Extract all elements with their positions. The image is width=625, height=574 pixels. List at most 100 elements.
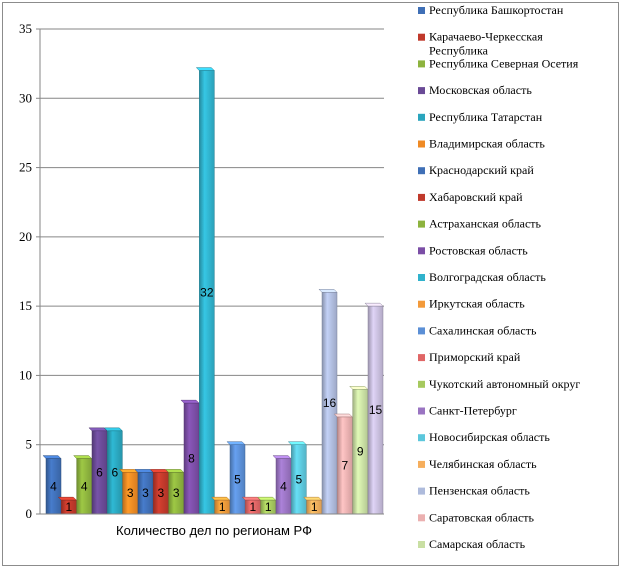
data-label: 15 (369, 403, 383, 417)
legend-item: Волгоградская область (418, 270, 546, 284)
legend: Республика Башкортостан Карачаево-Черкесс… (418, 3, 580, 551)
bar-top (180, 399, 200, 404)
legend-label: Республика (429, 44, 489, 58)
legend-label: Саратовская область (429, 510, 535, 524)
bar-group: 4 (42, 455, 62, 515)
legend-item: Иркутская область (418, 297, 525, 311)
data-label: 5 (234, 472, 241, 486)
bar-top (349, 386, 369, 390)
legend-item: Хабаровский край (418, 190, 523, 204)
y-tick-label: 25 (19, 160, 32, 175)
legend-item: Владимирская область (418, 137, 545, 151)
legend-item: Ростовская область (418, 243, 528, 257)
data-label: 3 (157, 486, 164, 500)
y-tick-label: 20 (19, 229, 32, 244)
bar-group: 15 (364, 302, 384, 515)
legend-swatch (418, 354, 425, 362)
data-label: 3 (173, 486, 180, 500)
data-label: 4 (50, 479, 57, 493)
legend-item: Краснодарский край (418, 163, 534, 177)
bar-top (119, 469, 139, 473)
legend-label: Республика Северная Осетия (429, 56, 579, 70)
bar-group: 3 (149, 469, 169, 515)
bar-top (318, 289, 338, 293)
legend-swatch (418, 274, 425, 281)
data-label: 3 (127, 486, 134, 500)
data-label: 5 (295, 472, 302, 486)
data-label: 1 (311, 500, 318, 514)
bar-top (88, 427, 108, 432)
legend-swatch (418, 300, 425, 308)
legend-label: Иркутская область (429, 297, 525, 311)
bar-top (226, 441, 246, 445)
legend-swatch (418, 541, 425, 548)
legend-item: Саратовская область (418, 510, 535, 524)
legend-swatch (418, 434, 425, 442)
legend-label: Сахалинская область (429, 323, 537, 337)
legend-swatch (418, 167, 425, 175)
legend-item: Приморский край (418, 350, 521, 364)
bar-top (103, 427, 123, 432)
bar-group: 1 (303, 496, 323, 515)
legend-label: Санкт-Петербург (429, 404, 517, 418)
legend-swatch (418, 33, 425, 41)
bar-group: 8 (180, 399, 200, 515)
bar-group: 1 (57, 496, 77, 515)
data-label: 1 (249, 500, 256, 514)
legend-label: Ростовская область (429, 243, 528, 257)
bar-group: 4 (73, 455, 93, 515)
bar-top (42, 455, 62, 459)
legend-swatch (418, 327, 425, 335)
legend-swatch (418, 140, 425, 148)
bar-group: 3 (134, 469, 154, 515)
legend-item: Сахалинская область (418, 323, 537, 337)
bar-top (134, 469, 154, 473)
data-label: 6 (96, 465, 103, 479)
legend-label: Республика Татарстан (429, 110, 543, 124)
bar-group: 3 (119, 469, 139, 515)
data-label: 6 (111, 465, 118, 479)
legend-label: Астраханская область (429, 217, 542, 231)
bar-top (149, 469, 169, 473)
legend-label: Краснодарский край (429, 163, 534, 177)
legend-label: Хабаровский край (429, 190, 523, 204)
legend-swatch (418, 113, 425, 121)
legend-item: Астраханская область (418, 217, 542, 231)
bar-group: 5 (226, 441, 246, 515)
bar-top (165, 469, 185, 473)
data-label: 4 (81, 479, 88, 493)
legend-swatch (418, 7, 425, 14)
y-axis-ticks: 0 5 10 15 20 25 30 35 (19, 21, 40, 521)
axes (39, 29, 384, 515)
legend-swatch (418, 87, 425, 95)
legend-swatch (418, 220, 425, 228)
x-axis-category-label: Количество дел по регионам РФ (116, 523, 312, 538)
legend-swatch (418, 407, 425, 415)
legend-label: Волгоградская область (429, 270, 546, 284)
bar-group: 4 (272, 455, 292, 515)
data-label: 32 (200, 285, 214, 299)
legend-swatch (418, 193, 425, 201)
legend-label: Карачаево-Черкесская (429, 30, 543, 44)
legend-label: Челябинская область (429, 457, 537, 471)
y-tick-label: 5 (26, 437, 33, 452)
legend-label: Самарская область (429, 537, 526, 551)
y-tick-label: 15 (19, 298, 32, 313)
bar-top (333, 413, 353, 418)
legend-label: Республика Башкортостан (429, 3, 564, 17)
legend-swatch (418, 380, 425, 388)
data-label: 8 (188, 452, 195, 466)
bar-group: 6 (88, 427, 108, 515)
legend-item: Чукотский автономный округ (418, 377, 580, 391)
y-tick-label: 35 (19, 21, 32, 36)
bar-group: 7 (333, 413, 353, 515)
legend-swatch (418, 247, 425, 255)
data-label: 1 (65, 500, 72, 514)
data-label: 4 (280, 479, 287, 493)
legend-label: Чукотский автономный округ (429, 377, 580, 391)
legend-swatch (418, 487, 425, 495)
data-label: 7 (341, 459, 348, 473)
